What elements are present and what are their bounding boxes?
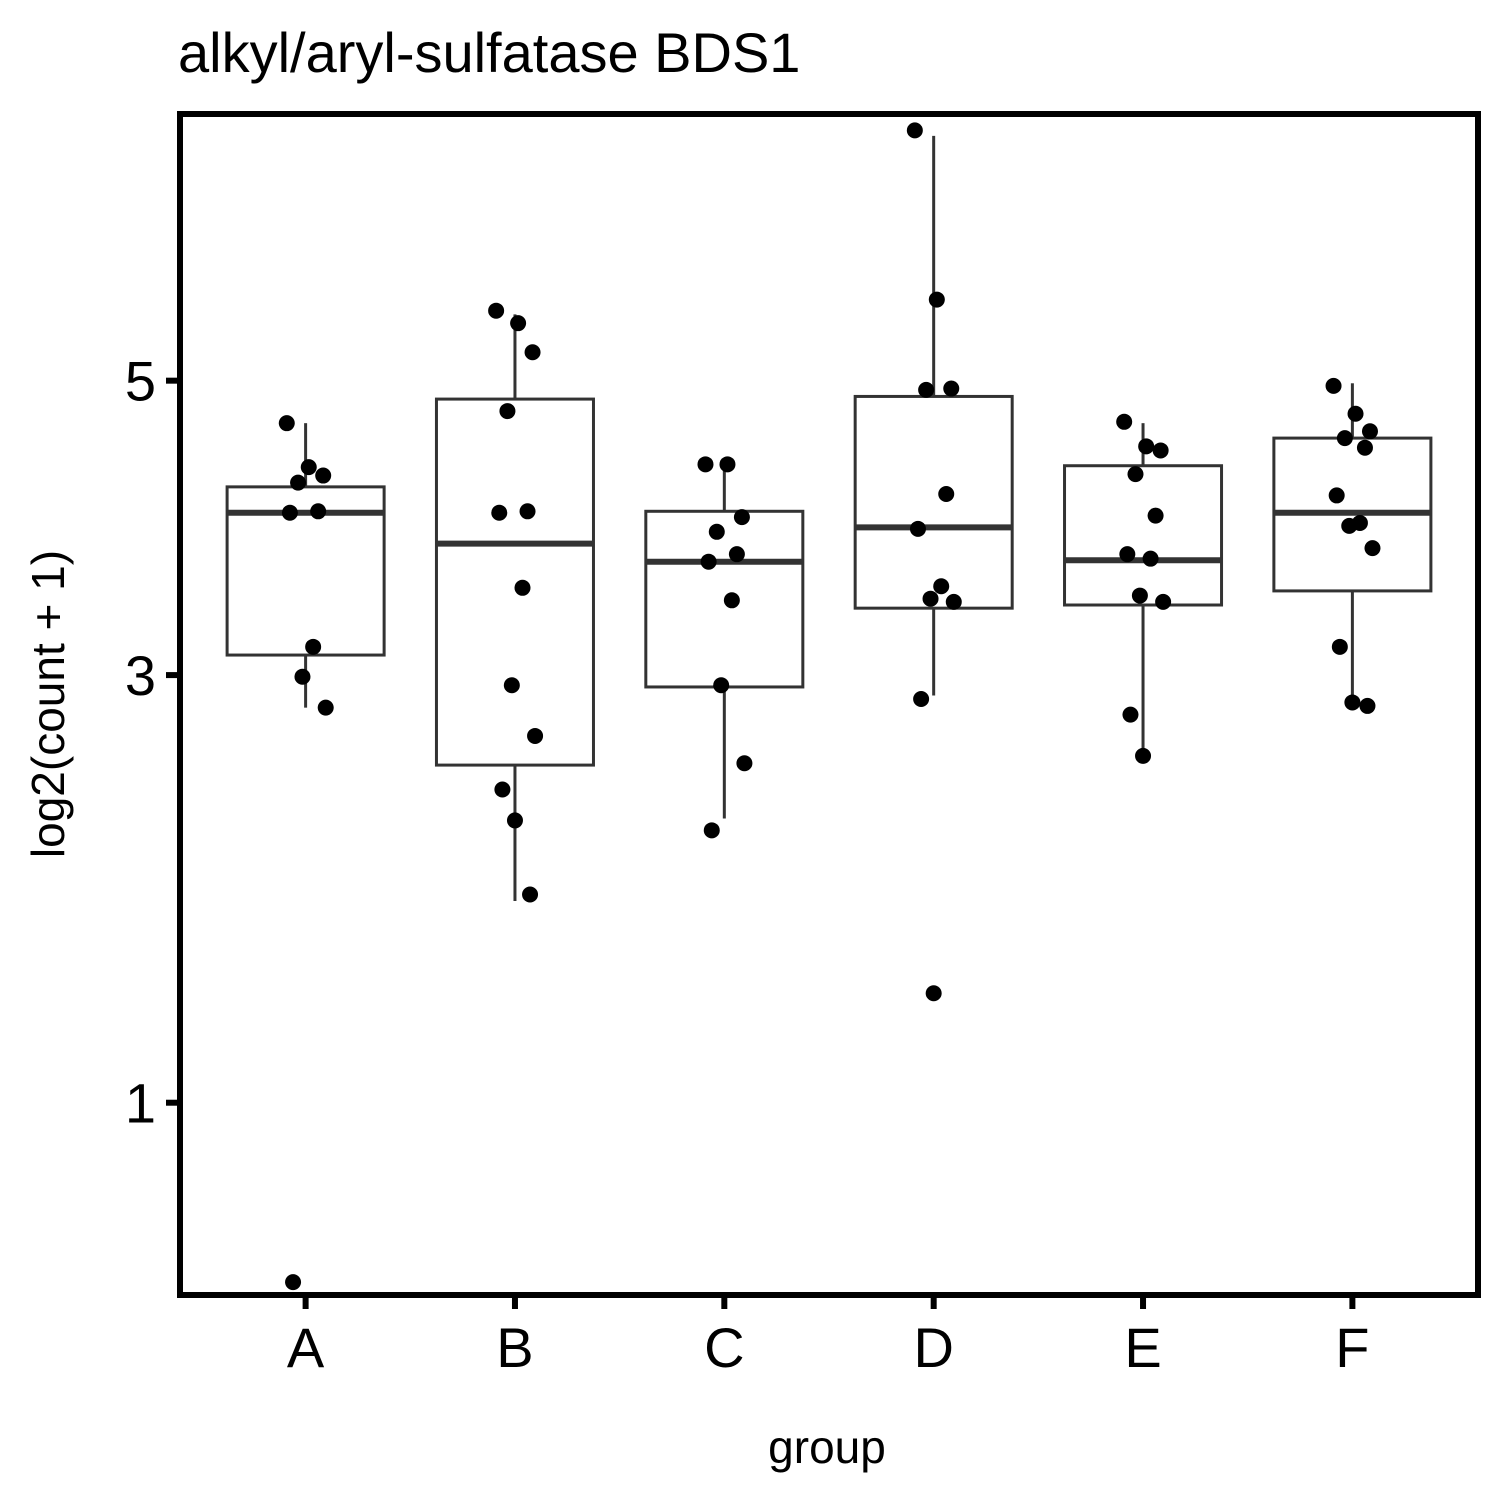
data-point bbox=[300, 459, 317, 476]
plot-area bbox=[225, 122, 1433, 1291]
data-point bbox=[488, 302, 505, 319]
x-tick-label: B bbox=[496, 1316, 533, 1379]
box-group-A bbox=[225, 423, 386, 708]
data-point bbox=[928, 291, 945, 308]
data-point bbox=[1135, 747, 1152, 764]
x-tick-label: A bbox=[287, 1316, 325, 1379]
box-iqr bbox=[434, 397, 595, 767]
data-point bbox=[315, 467, 332, 484]
box-iqr bbox=[853, 394, 1014, 610]
data-point bbox=[278, 415, 295, 432]
data-point bbox=[736, 755, 753, 772]
data-point bbox=[945, 593, 962, 610]
box-group-B bbox=[434, 314, 595, 901]
data-point bbox=[294, 668, 311, 685]
data-point bbox=[1138, 438, 1155, 455]
data-point bbox=[703, 822, 720, 839]
data-point bbox=[728, 546, 745, 563]
data-point bbox=[719, 456, 736, 473]
data-point bbox=[494, 781, 511, 798]
x-tick-label: C bbox=[704, 1316, 744, 1379]
box-group-D bbox=[853, 135, 1014, 696]
data-point bbox=[1325, 377, 1342, 394]
data-point bbox=[510, 315, 527, 332]
data-point bbox=[1127, 466, 1144, 483]
box-group-F bbox=[1272, 383, 1433, 708]
data-point bbox=[1361, 423, 1378, 440]
data-point bbox=[922, 590, 939, 607]
data-point bbox=[1116, 413, 1133, 430]
points-group-C bbox=[697, 456, 753, 839]
x-tick-label: E bbox=[1124, 1316, 1161, 1379]
data-point bbox=[733, 509, 750, 526]
panel-border bbox=[177, 111, 1481, 1298]
y-axis-title: log2(count + 1) bbox=[22, 550, 74, 858]
data-point bbox=[1364, 540, 1381, 557]
data-point bbox=[723, 592, 740, 609]
x-axis-title: group bbox=[768, 1421, 886, 1473]
data-point bbox=[700, 553, 717, 570]
data-point bbox=[1341, 517, 1358, 534]
box-iqr bbox=[1063, 464, 1224, 607]
y-tick-label: 3 bbox=[125, 644, 156, 707]
x-tick-label: D bbox=[913, 1316, 953, 1379]
data-point bbox=[281, 504, 298, 521]
data-point bbox=[503, 677, 520, 694]
data-point bbox=[918, 381, 935, 398]
data-point bbox=[1131, 587, 1148, 604]
data-point bbox=[1347, 405, 1364, 422]
data-point bbox=[1344, 694, 1361, 711]
data-point bbox=[943, 380, 960, 397]
data-point bbox=[933, 578, 950, 595]
data-point bbox=[938, 486, 955, 502]
data-point bbox=[1155, 593, 1172, 610]
data-point bbox=[1152, 442, 1169, 459]
data-point bbox=[697, 456, 714, 473]
y-tick-label: 1 bbox=[125, 1072, 156, 1135]
chart-title: alkyl/aryl-sulfatase BDS1 bbox=[178, 21, 800, 84]
data-point bbox=[713, 677, 730, 694]
data-point bbox=[310, 503, 327, 520]
data-point bbox=[1336, 430, 1353, 447]
data-point bbox=[506, 812, 523, 829]
data-point bbox=[524, 344, 541, 361]
points-group-A bbox=[278, 415, 334, 1291]
data-point bbox=[514, 579, 531, 596]
points-group-E bbox=[1116, 413, 1172, 764]
data-point bbox=[906, 122, 923, 139]
data-point bbox=[909, 520, 926, 537]
data-point bbox=[491, 504, 508, 521]
data-point bbox=[519, 503, 536, 520]
data-point bbox=[1356, 439, 1373, 456]
y-tick-label: 5 bbox=[125, 350, 156, 413]
data-point bbox=[1359, 697, 1376, 714]
data-point bbox=[913, 690, 930, 707]
data-point bbox=[1142, 550, 1159, 567]
data-point bbox=[1328, 487, 1345, 504]
data-point bbox=[305, 638, 322, 655]
data-point bbox=[527, 727, 544, 744]
data-point bbox=[290, 474, 307, 491]
points-group-B bbox=[488, 302, 544, 903]
data-point bbox=[522, 886, 539, 903]
data-point bbox=[317, 699, 334, 716]
data-point bbox=[499, 403, 516, 420]
box-group-E bbox=[1063, 423, 1224, 753]
data-point bbox=[708, 523, 725, 540]
points-group-F bbox=[1325, 377, 1381, 714]
axes: 1 3 5 A B C D E F bbox=[125, 350, 1370, 1379]
data-point bbox=[1331, 638, 1348, 655]
x-tick-label: F bbox=[1335, 1316, 1369, 1379]
points-group-D bbox=[906, 122, 962, 1002]
data-point bbox=[1122, 706, 1139, 723]
data-point bbox=[925, 985, 942, 1002]
data-point bbox=[1119, 546, 1136, 563]
data-point bbox=[1147, 507, 1164, 524]
data-point bbox=[285, 1274, 302, 1291]
